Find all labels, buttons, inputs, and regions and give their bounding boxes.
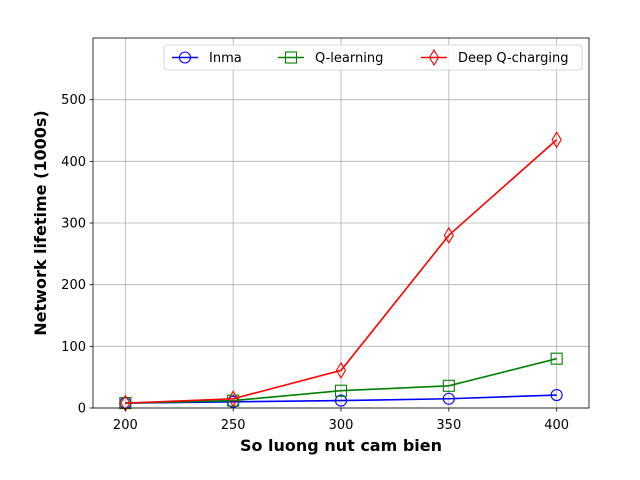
y-tick-label: 300 bbox=[61, 217, 86, 232]
y-tick-label: 0 bbox=[78, 402, 86, 417]
x-tick-label: 200 bbox=[113, 418, 138, 433]
y-tick-label: 200 bbox=[61, 278, 86, 293]
y-tick-label: 400 bbox=[61, 155, 86, 170]
y-axis-label: Network lifetime (1000s) bbox=[31, 110, 50, 335]
y-tick-label: 500 bbox=[61, 93, 86, 108]
x-tick-label: 250 bbox=[221, 418, 246, 433]
legend-label: Q-learning bbox=[315, 51, 383, 66]
x-axis-label: So luong nut cam bien bbox=[240, 436, 442, 455]
legend: Inma Q-learning Deep Q-charging bbox=[164, 45, 582, 70]
x-tick-label: 300 bbox=[329, 418, 354, 433]
x-tick-label: 350 bbox=[436, 418, 461, 433]
legend-label: Inma bbox=[209, 51, 242, 66]
legend-label: Deep Q-charging bbox=[458, 51, 569, 66]
x-tick-label: 400 bbox=[544, 418, 569, 433]
y-tick-label: 100 bbox=[61, 340, 86, 355]
